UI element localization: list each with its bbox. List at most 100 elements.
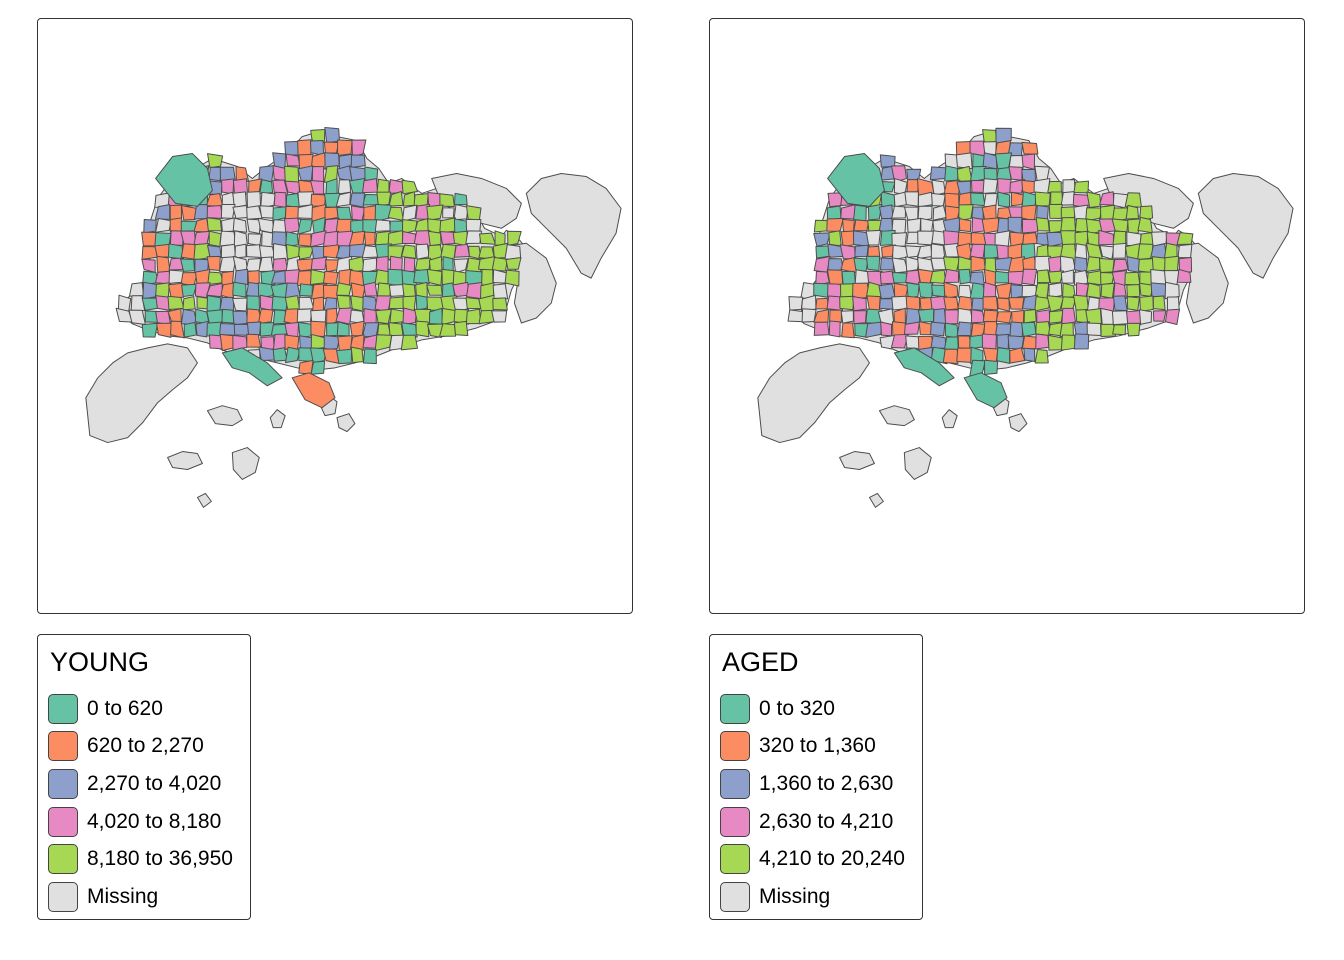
legend-title: YOUNG bbox=[50, 647, 150, 677]
subzone-region bbox=[170, 320, 185, 339]
subzone-region bbox=[297, 246, 315, 260]
subzone-region bbox=[942, 348, 959, 365]
legend-label: 8,180 to 36,950 bbox=[87, 847, 233, 871]
subzone-region bbox=[284, 346, 301, 364]
subzone-region bbox=[181, 205, 198, 221]
subzone-region bbox=[298, 359, 314, 375]
subzone-region bbox=[1021, 285, 1038, 298]
subzone-region bbox=[246, 218, 261, 234]
subzone-region bbox=[1176, 232, 1194, 246]
legend-swatch bbox=[720, 881, 750, 912]
subzone-region bbox=[257, 282, 275, 299]
legend-item: 320 to 1,360 bbox=[720, 728, 905, 766]
subzone-region bbox=[880, 321, 893, 337]
subzone-region bbox=[128, 282, 145, 298]
subzone-region bbox=[375, 308, 392, 325]
subzone-region bbox=[1164, 281, 1180, 300]
legend-label: 4,210 to 20,240 bbox=[759, 847, 905, 871]
subzone-region bbox=[376, 282, 392, 298]
legend-label: 2,630 to 4,210 bbox=[759, 809, 894, 833]
subzone-region bbox=[206, 295, 222, 313]
subzone-region bbox=[1085, 207, 1103, 222]
subzone-region bbox=[995, 282, 1012, 299]
legend-label: 4,020 to 8,180 bbox=[87, 809, 222, 833]
aged-legend: AGED 0 to 320 320 to 1,360 1,360 to 2,63… bbox=[709, 634, 923, 920]
subzone-region bbox=[839, 244, 857, 260]
subzone-region bbox=[183, 321, 197, 338]
subzone-region bbox=[401, 204, 418, 222]
subzone-region bbox=[891, 205, 907, 219]
subzone-region bbox=[413, 268, 430, 285]
subzone-region bbox=[891, 232, 908, 248]
subzone-region bbox=[362, 194, 379, 206]
subzone-region bbox=[906, 282, 920, 299]
subzone-region bbox=[931, 179, 946, 196]
subzone-region bbox=[1021, 268, 1038, 286]
subzone-region bbox=[1009, 347, 1026, 364]
subzone-region bbox=[1137, 216, 1153, 234]
landmass-missing bbox=[85, 343, 198, 444]
subzone-region bbox=[363, 231, 376, 246]
subzone-region bbox=[350, 334, 365, 352]
subzone-region bbox=[273, 191, 287, 208]
subzone-region bbox=[1022, 232, 1038, 246]
subzone-region bbox=[387, 230, 404, 246]
legend-item: 4,020 to 8,180 bbox=[48, 803, 233, 841]
subzone-region bbox=[337, 335, 353, 352]
subzone-region bbox=[1178, 256, 1193, 273]
subzone-region bbox=[194, 282, 211, 299]
subzone-region bbox=[1164, 308, 1180, 325]
subzone-region bbox=[439, 243, 457, 261]
subzone-region bbox=[840, 310, 854, 324]
subzone-region bbox=[233, 268, 249, 287]
subzone-region bbox=[828, 320, 841, 338]
subzone-region bbox=[206, 204, 224, 220]
subzone-region bbox=[426, 268, 443, 286]
subzone-region bbox=[453, 308, 470, 325]
subzone-region bbox=[283, 217, 301, 234]
subzone-region bbox=[336, 348, 353, 365]
subzone-region bbox=[193, 230, 211, 246]
subzone-region bbox=[1126, 322, 1141, 337]
subzone-region bbox=[299, 283, 313, 297]
subzone-region bbox=[1008, 297, 1025, 310]
legend-item: 1,360 to 2,630 bbox=[720, 765, 905, 803]
subzone-region bbox=[956, 347, 973, 363]
subzone-region bbox=[442, 256, 454, 272]
subzone-region bbox=[917, 308, 935, 323]
subzone-region bbox=[401, 179, 419, 195]
subzone-region bbox=[167, 295, 185, 311]
subzone-region bbox=[1047, 180, 1062, 194]
subzone-region bbox=[904, 321, 921, 335]
subzone-region bbox=[350, 154, 366, 168]
subzone-region bbox=[1023, 347, 1036, 362]
subzone-region bbox=[891, 271, 909, 284]
subzone-region bbox=[1009, 179, 1026, 194]
subzone-region bbox=[854, 244, 869, 258]
subzone-region bbox=[930, 243, 946, 261]
subzone-region bbox=[141, 258, 156, 273]
subzone-region bbox=[930, 321, 946, 337]
subzone-region bbox=[1021, 321, 1037, 338]
subzone-region bbox=[1021, 335, 1038, 350]
subzone-region bbox=[1034, 348, 1049, 364]
subzone-region bbox=[827, 192, 843, 208]
subzone-region bbox=[1112, 324, 1126, 336]
subzone-region bbox=[232, 217, 248, 233]
subzone-region bbox=[401, 244, 417, 259]
subzone-region bbox=[1021, 204, 1037, 222]
subzone-region bbox=[879, 257, 895, 271]
subzone-region bbox=[1086, 282, 1101, 299]
subzone-region bbox=[298, 233, 312, 247]
subzone-region bbox=[505, 256, 522, 270]
subzone-region bbox=[297, 218, 313, 235]
subzone-region bbox=[1073, 333, 1090, 350]
subzone-region bbox=[865, 229, 882, 246]
subzone-region bbox=[388, 296, 405, 310]
subzone-region bbox=[984, 359, 999, 376]
subzone-region bbox=[826, 217, 844, 232]
subzone-region bbox=[401, 230, 417, 245]
subzone-region bbox=[826, 269, 844, 286]
subzone-region bbox=[442, 207, 455, 219]
subzone-region bbox=[246, 333, 262, 348]
